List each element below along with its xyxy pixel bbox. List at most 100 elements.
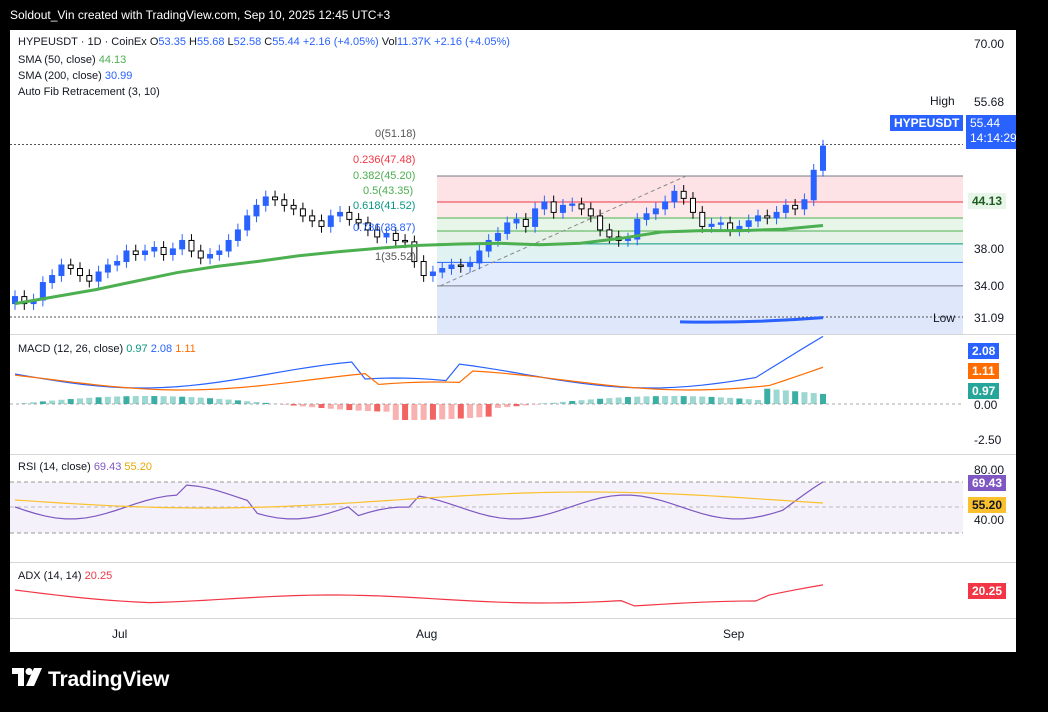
candle-body: [197, 250, 204, 259]
macd-histogram-bar: [225, 399, 232, 404]
candle-body: [132, 250, 139, 255]
candle-body: [58, 264, 65, 277]
pane-separator-adx[interactable]: [10, 562, 1016, 563]
macd-histogram-bar: [652, 396, 659, 404]
macd-histogram-bar: [429, 404, 436, 420]
pane-separator-rsi[interactable]: [10, 454, 1016, 455]
macd-histogram-bar: [374, 404, 381, 412]
symbol-title: HYPEUSDT · 1D · CoinEx: [18, 36, 147, 48]
tradingview-logo[interactable]: TradingView: [12, 668, 169, 692]
last-price: 55.44: [970, 116, 1001, 130]
candle-body: [532, 208, 539, 227]
macd-histogram-bar: [49, 400, 56, 404]
macd-histogram-bar: [736, 398, 743, 404]
candle-body: [411, 241, 418, 263]
macd-histogram-bar: [634, 396, 641, 404]
sma200-legend[interactable]: SMA (200, close) 30.99: [18, 70, 132, 82]
adx-legend[interactable]: ADX (14, 14) 20.25: [18, 570, 112, 582]
macd-histogram-bar: [21, 403, 28, 404]
macd-histogram-bar: [727, 397, 734, 404]
bar-countdown: 14:14:29: [970, 131, 1016, 145]
candle-body: [392, 232, 399, 241]
macd-histogram-bar: [494, 404, 501, 408]
rsi-tick-40: 40.00: [974, 513, 1005, 527]
macd-histogram-bar: [559, 401, 566, 404]
candle-body: [420, 261, 427, 277]
time-label-aug: Aug: [416, 627, 438, 641]
macd-histogram-bar: [671, 396, 678, 404]
macd-histogram-bar: [810, 393, 817, 404]
fib-level-1: 1(35.52): [375, 251, 416, 263]
high-marker-label: High: [930, 94, 955, 108]
candle-body: [476, 250, 483, 264]
candle-body: [309, 215, 316, 222]
macd-histogram-bar: [95, 397, 102, 404]
macd-histogram-bar: [522, 404, 529, 406]
chart-panel[interactable]: HYPEUSDT · 1D · CoinEx O53.35 H55.68 L52…: [10, 30, 1016, 652]
last-price-tag: 55.44 14:14:29: [966, 115, 1016, 149]
rsi-value: 69.43: [93, 461, 122, 473]
candle-body: [727, 222, 734, 231]
macd-legend[interactable]: MACD (12, 26, close) 0.97 2.08 1.11: [18, 343, 196, 355]
tradingview-wordmark: TradingView: [48, 668, 170, 691]
macd-histogram-bar: [457, 404, 464, 419]
fib-level-0786: 0.786(38.87): [353, 222, 416, 234]
macd-histogram-bar: [597, 398, 604, 404]
macd-histogram-bar: [364, 404, 371, 412]
macd-hist-value: 1.11: [175, 343, 196, 355]
candle-body: [699, 211, 706, 227]
rsi-ma-value: 55.20: [124, 461, 152, 473]
candle-body: [764, 215, 771, 219]
candle-body: [429, 271, 436, 277]
price-tick-34: 34.00: [974, 279, 1005, 293]
rsi-ma-line: [14, 491, 824, 509]
chart-caption-bar: Soldout_Vin created with TradingView.com…: [0, 0, 1048, 30]
macd-histogram-bar: [578, 400, 585, 404]
macd-signal-value: 2.08: [150, 343, 173, 355]
macd-blue-tag: 2.08: [968, 343, 1000, 359]
fib-zone: [437, 202, 963, 219]
fib-level-0: 0(51.18): [375, 128, 416, 140]
candle-body: [782, 204, 789, 213]
adx-value: 20.25: [84, 570, 113, 582]
macd-histogram-bar: [160, 396, 167, 404]
sma50-legend[interactable]: SMA (50, close) 44.13: [18, 54, 126, 66]
change-value: +2.16 (+4.05%): [302, 36, 379, 48]
macd-histogram-bar: [402, 404, 409, 420]
low-value: 52.58: [233, 36, 262, 48]
macd-histogram-bar: [485, 404, 492, 417]
rsi-legend[interactable]: RSI (14, close) 69.43 55.20: [18, 461, 152, 473]
macd-histogram-bar: [745, 399, 752, 404]
candle-body: [634, 218, 641, 240]
macd-histogram-bar: [318, 404, 325, 409]
fib-legend[interactable]: Auto Fib Retracement (3, 10): [18, 86, 160, 98]
candle-body: [337, 211, 344, 217]
candle-body: [383, 232, 390, 238]
macd-histogram-bar: [262, 402, 269, 404]
macd-histogram-bar: [569, 401, 576, 404]
candle-body: [244, 215, 251, 231]
fib-zone: [437, 176, 963, 203]
candle-body: [123, 250, 130, 263]
macd-histogram-bar: [699, 396, 706, 404]
time-axis-separator: [10, 618, 1016, 619]
chart-canvas[interactable]: [10, 30, 1016, 652]
fib-zone: [437, 230, 963, 244]
macd-value: 0.97: [126, 343, 148, 355]
macd-histogram-bar: [680, 396, 687, 404]
macd-histogram-bar: [689, 396, 696, 404]
candle-body: [262, 196, 269, 206]
candle-body: [179, 239, 186, 250]
pane-separator-macd[interactable]: [10, 334, 1016, 335]
macd-histogram-bar: [104, 396, 111, 404]
macd-teal-tag: 0.97: [968, 383, 1000, 399]
candle-body: [606, 229, 613, 238]
macd-histogram-bar: [587, 399, 594, 404]
candle-body: [355, 218, 362, 224]
candle-body: [559, 204, 566, 213]
candle-body: [652, 208, 659, 215]
macd-histogram-bar: [420, 404, 427, 420]
candle-body: [485, 239, 492, 252]
candle-body: [643, 213, 650, 220]
candle-body: [513, 218, 520, 224]
